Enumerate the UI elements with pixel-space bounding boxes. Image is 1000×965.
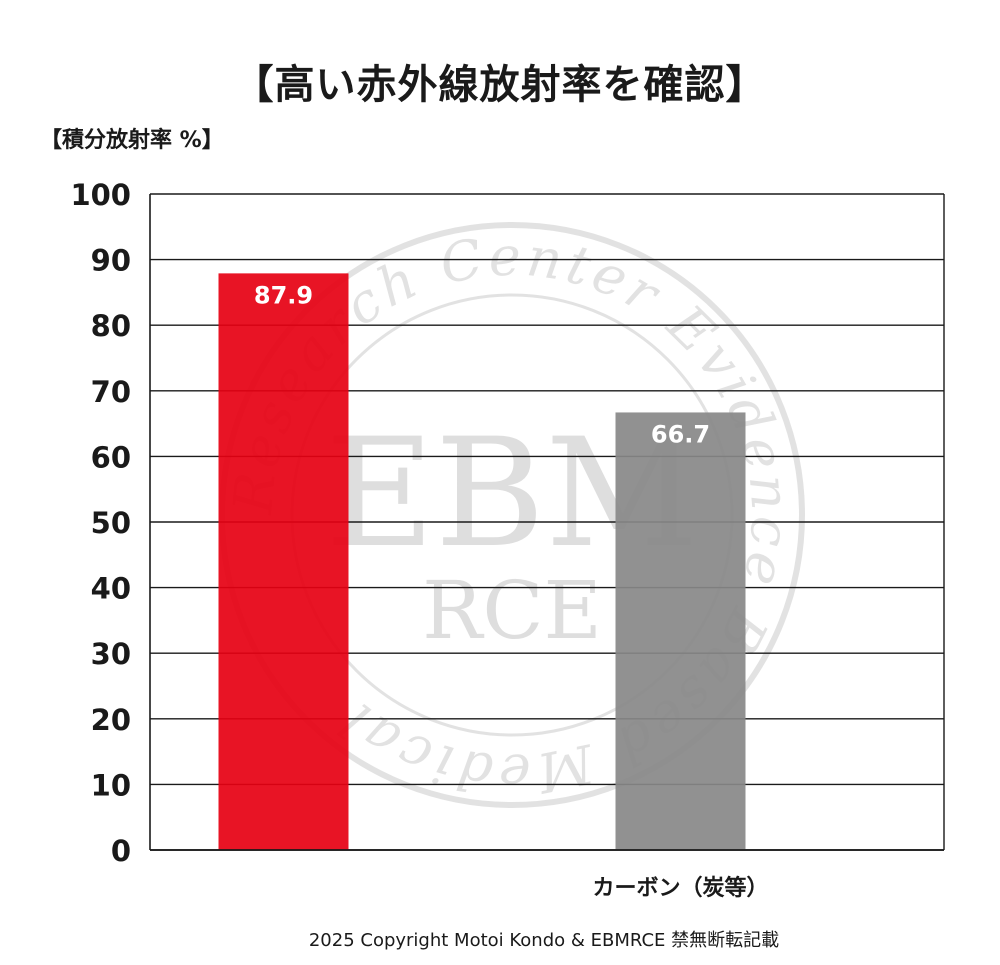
- y-tick-label: 50: [91, 506, 131, 540]
- y-tick-label: 80: [91, 309, 131, 343]
- y-tick-label: 60: [91, 440, 131, 474]
- chart-title: 【高い赤外線放射率を確認】: [233, 62, 767, 108]
- y-tick-label: 100: [70, 178, 131, 212]
- bar: [218, 273, 349, 851]
- labels: 0 10 20 30 40 50 60 70 80 90 100 87.9 66.7 カーボン（炭等）: [70, 178, 768, 901]
- y-tick-label: 0: [111, 834, 131, 868]
- y-tick-label: 10: [91, 768, 131, 802]
- y-tick-label: 30: [91, 637, 131, 671]
- data-label: 66.7: [651, 420, 710, 448]
- bars: [218, 273, 746, 851]
- axes: [149, 194, 945, 851]
- data-label: 87.9: [254, 281, 313, 309]
- x-category-label: カーボン（炭等）: [592, 875, 768, 901]
- copyright-text: 2025 Copyright Motoi Kondo & EBMRCE 禁無断転…: [308, 930, 780, 951]
- y-tick-label: 20: [91, 703, 131, 737]
- bar: [615, 412, 746, 850]
- y-tick-label: 70: [91, 375, 131, 409]
- watermark-sub-text: RCE: [422, 564, 602, 657]
- y-axis-label: 【積分放射率 %】: [40, 128, 224, 153]
- y-tick-label: 40: [91, 572, 131, 606]
- y-tick-label: 90: [91, 244, 131, 278]
